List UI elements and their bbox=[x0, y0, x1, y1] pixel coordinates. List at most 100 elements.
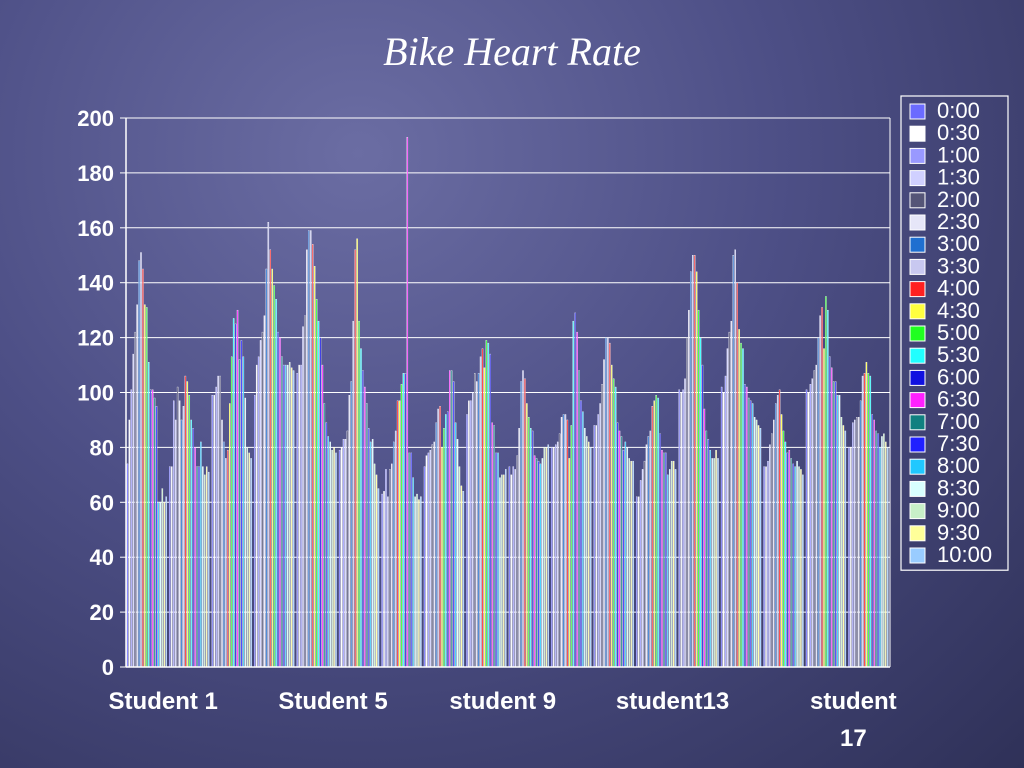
legend-label: 4:00 bbox=[937, 276, 980, 301]
bar-5-30-cat-1 bbox=[148, 362, 150, 668]
bar-3-00-cat-4 bbox=[265, 268, 268, 668]
legend-label: 8:00 bbox=[937, 453, 980, 478]
gridlines bbox=[126, 117, 890, 613]
bar-10-00-cat-13 bbox=[674, 469, 677, 668]
bar-9-00-cat-15 bbox=[755, 419, 758, 668]
bar-3-30-cat-13 bbox=[649, 430, 652, 668]
x-axis-ticks: Student 1 Student 5 student 9 student13 stud… bbox=[109, 688, 897, 752]
legend-swatch bbox=[909, 303, 926, 320]
bar-8-30-cat-15 bbox=[753, 417, 756, 668]
bar-9-30-cat-7 bbox=[418, 499, 420, 668]
y-tick-label: 80 bbox=[90, 435, 114, 460]
bar-8-00-cat-1 bbox=[157, 502, 160, 668]
bar-8-30-cat-4 bbox=[286, 364, 289, 668]
bar-2-30-cat-11 bbox=[560, 417, 563, 668]
bar-1-30-cat-17 bbox=[811, 378, 814, 668]
bar-6-00-cat-12 bbox=[616, 422, 619, 668]
y-tick-label: 140 bbox=[77, 271, 114, 296]
bar-0-30-cat-12 bbox=[595, 425, 597, 668]
bar-7-00-cat-10 bbox=[535, 458, 538, 668]
bar-9-00-cat-3 bbox=[246, 447, 248, 668]
bar-7-00-cat-15 bbox=[748, 397, 750, 668]
bar-1-00-cat-18 bbox=[852, 422, 854, 668]
bar-9-00-cat-11 bbox=[586, 436, 588, 668]
bar-9-30-cat-9 bbox=[503, 474, 505, 668]
legend-label: 6:30 bbox=[937, 387, 980, 412]
bar-2-00-cat-16 bbox=[771, 433, 773, 668]
bar-2-30-cat-13 bbox=[645, 444, 648, 668]
x-tick-label: student 17 bbox=[810, 688, 897, 752]
bar-2-30-cat-12 bbox=[603, 359, 605, 668]
bar-3-30-cat-7 bbox=[394, 430, 397, 668]
bar-1-00-cat-1 bbox=[130, 389, 133, 668]
bar-5-30-cat-4 bbox=[275, 298, 277, 668]
bar-4-00-cat-8 bbox=[439, 406, 441, 668]
bar-2-30-cat-14 bbox=[688, 309, 690, 668]
bar-4-30-cat-10 bbox=[526, 403, 528, 668]
bar-8-30-cat-8 bbox=[456, 438, 459, 668]
bar-8-30-cat-1 bbox=[159, 502, 162, 668]
bar-9-30-cat-13 bbox=[672, 460, 675, 668]
bar-3-30-cat-14 bbox=[692, 255, 694, 668]
bar-2-00-cat-12 bbox=[601, 384, 603, 668]
bar-5-00-cat-3 bbox=[230, 356, 233, 668]
bar-2-30-cat-3 bbox=[221, 419, 223, 668]
bar-4-00-cat-12 bbox=[609, 342, 611, 668]
bar-6-30-cat-9 bbox=[491, 422, 493, 668]
bar-5-00-cat-4 bbox=[273, 285, 275, 668]
legend-swatch bbox=[909, 369, 926, 386]
bar-1-30-cat-6 bbox=[344, 438, 347, 668]
bar-8-00-cat-7 bbox=[412, 477, 414, 668]
bar-6-00-cat-11 bbox=[574, 312, 576, 668]
bar-7-00-cat-18 bbox=[875, 430, 877, 668]
bar-9-30-cat-1 bbox=[163, 502, 166, 668]
bar-2-30-cat-7 bbox=[391, 463, 393, 668]
bar-8-30-cat-12 bbox=[626, 447, 629, 668]
bar-5-00-cat-13 bbox=[655, 395, 657, 668]
bar-1-30-cat-9 bbox=[472, 392, 474, 668]
bar-5-30-cat-11 bbox=[572, 320, 574, 668]
bar-0-30-cat-8 bbox=[425, 455, 428, 668]
bar-9-30-cat-14 bbox=[715, 449, 717, 668]
bar-9-30-cat-10 bbox=[545, 447, 548, 668]
legend-box bbox=[900, 95, 1009, 571]
legend-label: 9:30 bbox=[937, 520, 980, 545]
bar-8-00-cat-4 bbox=[285, 364, 287, 668]
bar-2-00-cat-18 bbox=[855, 417, 858, 668]
bar-9-30-cat-2 bbox=[205, 466, 208, 668]
bar-9-00-cat-2 bbox=[204, 474, 206, 668]
bar-8-00-cat-15 bbox=[751, 403, 754, 668]
legend-swatch bbox=[909, 458, 926, 475]
bar-6-00-cat-9 bbox=[489, 353, 492, 668]
legend-label: 1:30 bbox=[937, 165, 980, 190]
bar-3-00-cat-17 bbox=[817, 337, 819, 668]
x-tick-label: student13 bbox=[616, 688, 729, 715]
bar-2-00-cat-8 bbox=[431, 444, 434, 668]
bar-6-00-cat-18 bbox=[871, 414, 874, 668]
bar-2-00-cat-10 bbox=[516, 455, 518, 668]
bar-6-00-cat-1 bbox=[149, 389, 152, 668]
bar-7-30-cat-6 bbox=[368, 428, 370, 668]
bar-3-00-cat-13 bbox=[647, 436, 650, 668]
bar-7-00-cat-1 bbox=[153, 397, 156, 668]
bar-5-00-cat-8 bbox=[443, 428, 445, 668]
bar-4-00-cat-13 bbox=[651, 406, 654, 668]
bar-5-30-cat-17 bbox=[827, 309, 829, 668]
bar-6-30-cat-8 bbox=[449, 370, 451, 668]
bar-4-00-cat-2 bbox=[184, 375, 187, 668]
bar-8-30-cat-7 bbox=[414, 496, 416, 668]
legend-swatch bbox=[909, 480, 926, 497]
bar-5-00-cat-1 bbox=[146, 307, 148, 668]
bar-7-30-cat-2 bbox=[198, 466, 200, 668]
legend-swatch bbox=[909, 103, 926, 120]
bar-0-30-cat-5 bbox=[298, 364, 300, 668]
bar-0-00-cat-16 bbox=[763, 466, 765, 668]
bar-1-30-cat-1 bbox=[132, 353, 134, 668]
bar-1-00-cat-3 bbox=[215, 386, 217, 668]
bar-3-00-cat-5 bbox=[308, 230, 310, 668]
legend-swatch bbox=[909, 281, 926, 298]
legend-swatch bbox=[909, 347, 926, 364]
bar-8-00-cat-16 bbox=[794, 466, 796, 668]
bar-7-30-cat-7 bbox=[410, 452, 412, 668]
bar-9-30-cat-11 bbox=[587, 441, 590, 668]
